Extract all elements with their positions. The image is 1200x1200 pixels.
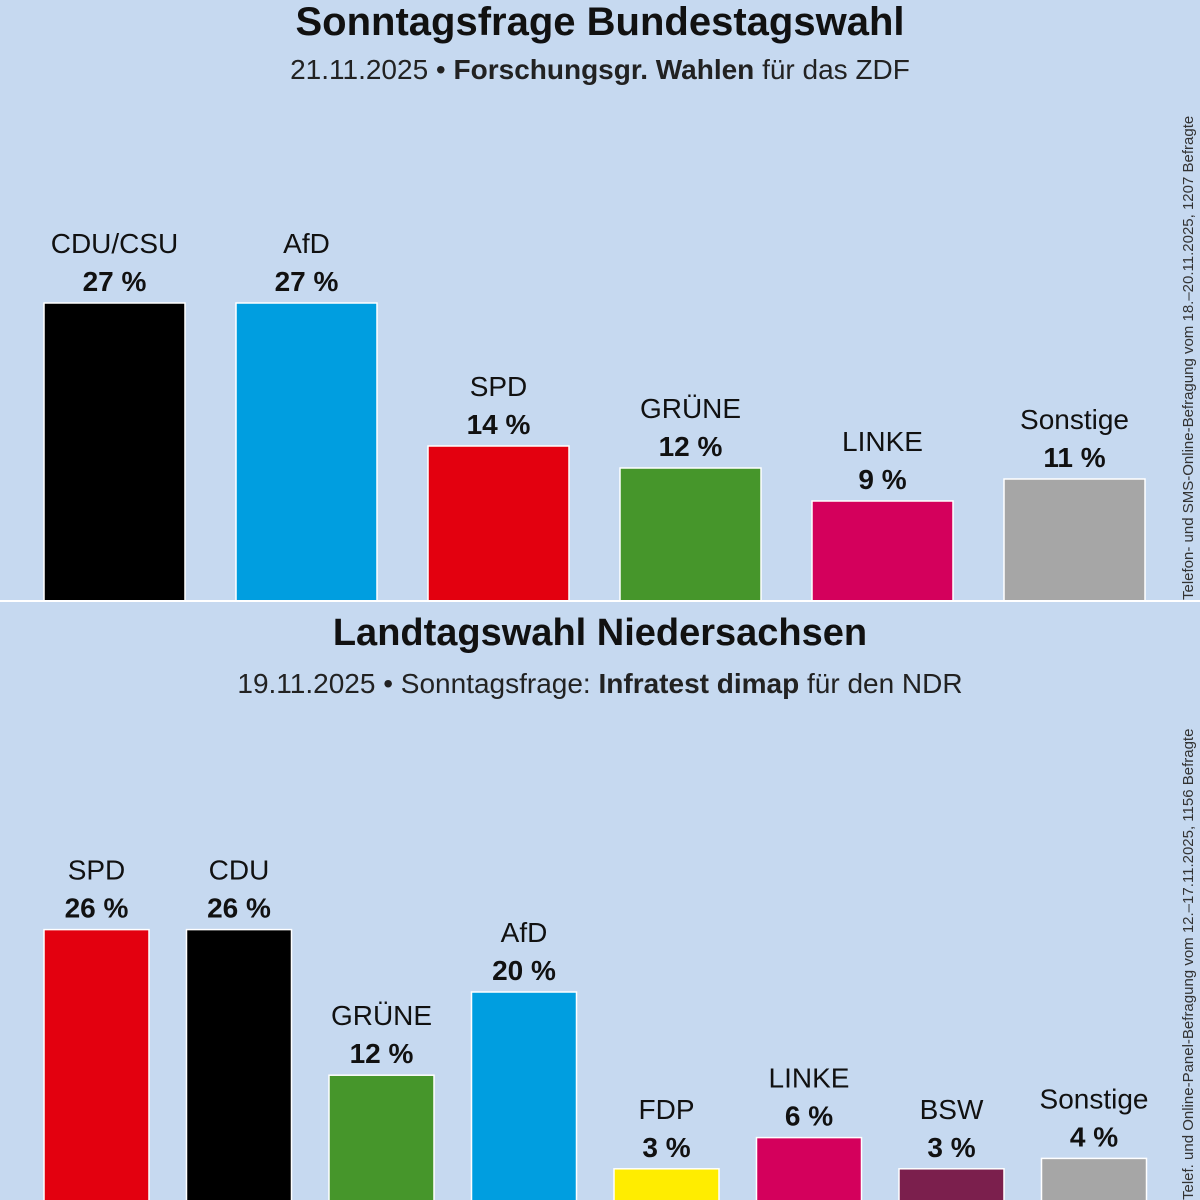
category-label: BSW	[920, 1094, 984, 1125]
value-label: 26 %	[65, 893, 129, 924]
chart-panel-niedersachsen: Landtagswahl Niedersachsen 19.11.2025 • …	[0, 600, 1200, 1200]
subtitle-institute: Forschungsgr. Wahlen	[453, 54, 755, 85]
category-label: CDU	[209, 855, 270, 886]
category-label: CDU/CSU	[51, 228, 179, 259]
bar-linke	[811, 500, 954, 600]
bar-sonstige	[1003, 478, 1146, 600]
value-label: 4 %	[1070, 1121, 1118, 1152]
subtitle-client: für den NDR	[806, 668, 963, 699]
bar-cdu-csu	[43, 302, 186, 600]
value-label: 3 %	[927, 1132, 975, 1163]
value-label: 27 %	[83, 266, 147, 297]
bar-fdp	[613, 1168, 720, 1200]
bar-gr-ne	[619, 467, 762, 600]
bar-gr-ne	[328, 1074, 435, 1200]
value-label: 6 %	[785, 1101, 833, 1132]
bar-chart-bundestag: 27 % CDU/CSU 27 % AfD 14 % SPD 12 % GRÜNE 9 % LIN…	[43, 228, 1146, 600]
subtitle-date: 19.11.2025 • Sonntagsfrage:	[237, 668, 591, 699]
category-label: AfD	[501, 917, 548, 948]
value-label: 20 %	[492, 955, 556, 986]
bar-linke	[755, 1136, 863, 1200]
value-label: 27 %	[275, 266, 339, 297]
chart-subtitle: 21.11.2025 • Forschungsgr. Wahlen für da…	[0, 54, 1200, 86]
chart-title: Sonntagsfrage Bundestagswahl	[295, 0, 905, 44]
category-label: AfD	[283, 228, 330, 259]
bar-afd	[470, 991, 578, 1200]
bar-afd	[235, 302, 378, 600]
subtitle-institute: Infratest dimap	[598, 668, 800, 699]
value-label: 12 %	[659, 431, 723, 462]
value-label: 9 %	[858, 464, 906, 495]
category-label: LINKE	[769, 1063, 850, 1094]
category-label: LINKE	[842, 426, 923, 457]
category-label: Sonstige	[1040, 1083, 1149, 1114]
value-label: 11 %	[1043, 442, 1105, 473]
subtitle-client: für das ZDF	[762, 54, 910, 85]
chart-panel-bundestag: Sonntagsfrage Bundestagswahl 21.11.2025 …	[0, 0, 1200, 600]
category-label: FDP	[639, 1094, 695, 1125]
bar-sonstige	[1040, 1157, 1148, 1200]
value-label: 3 %	[642, 1132, 690, 1163]
chart-title: Landtagswahl Niedersachsen	[332, 612, 868, 654]
category-label: SPD	[68, 855, 126, 886]
bar-spd	[43, 928, 150, 1200]
bar-spd	[427, 445, 570, 600]
category-label: GRÜNE	[640, 393, 741, 424]
subtitle-date: 21.11.2025 •	[290, 54, 446, 85]
category-label: Sonstige	[1020, 404, 1129, 435]
bar-cdu	[185, 928, 293, 1200]
value-label: 26 %	[207, 893, 271, 924]
category-label: SPD	[470, 371, 528, 402]
chart-subtitle: 19.11.2025 • Sonntagsfrage: Infratest di…	[0, 668, 1200, 700]
category-label: GRÜNE	[331, 1000, 432, 1031]
value-label: 14 %	[467, 409, 531, 440]
bar-bsw	[898, 1168, 1005, 1200]
value-label: 12 %	[350, 1038, 414, 1069]
bar-chart-niedersachsen: 26 % SPD 26 % CDU 12 % GRÜNE 20 % AfD 3 % FDP 6 % L…	[43, 855, 1149, 1200]
